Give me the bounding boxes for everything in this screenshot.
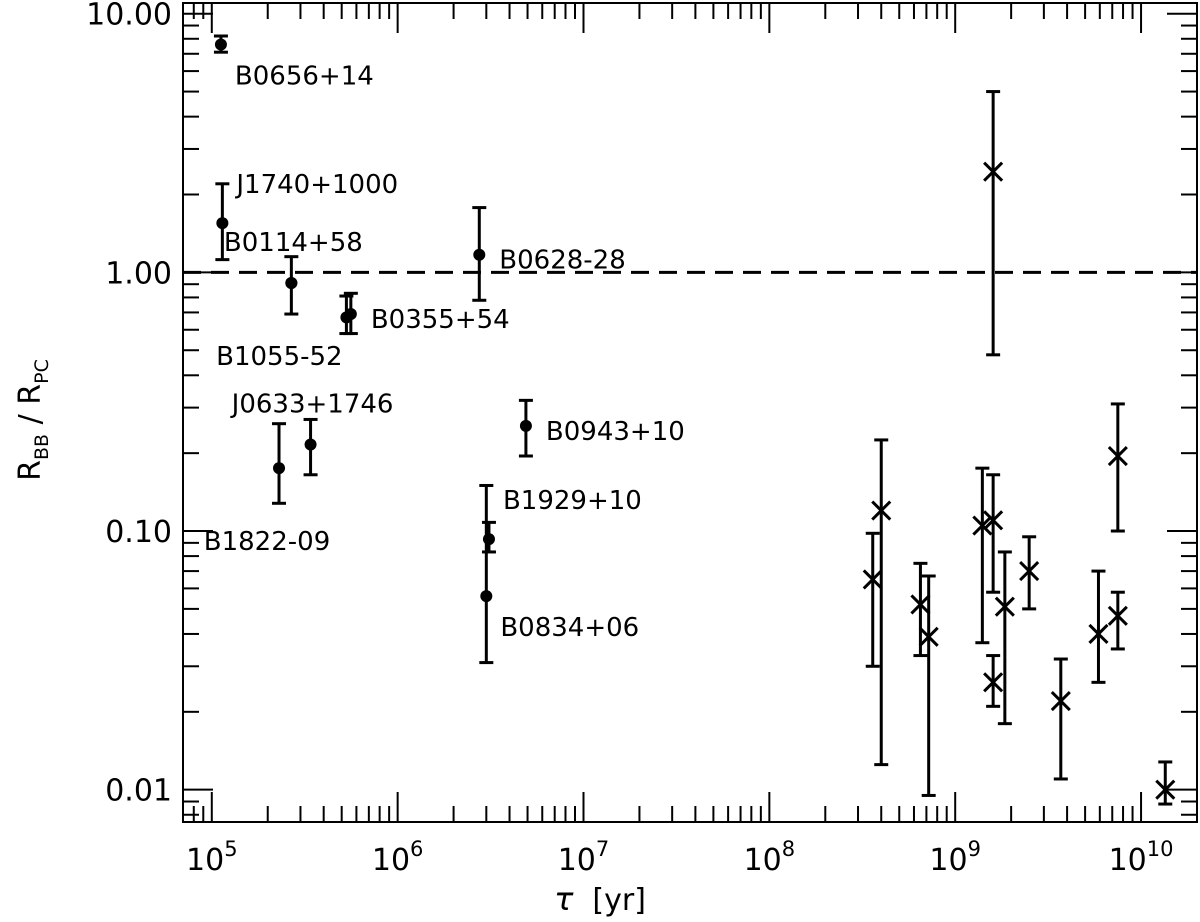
cross-stroke bbox=[1019, 561, 1040, 582]
x-tick-base: 10 bbox=[558, 843, 596, 878]
major-ticks bbox=[183, 3, 1197, 822]
minor-ticks bbox=[182, 3, 1198, 822]
cross-stroke bbox=[862, 569, 883, 590]
error-bars bbox=[213, 34, 1173, 806]
x-tick-label: 109 bbox=[929, 837, 981, 878]
data-point-dot bbox=[304, 438, 317, 451]
data-point-cross bbox=[1050, 691, 1071, 712]
x-tick-base: 10 bbox=[186, 843, 224, 878]
point-label: B1055-52 bbox=[216, 342, 342, 372]
x-tick-label: 105 bbox=[186, 837, 238, 878]
y-axis-r1: R bbox=[13, 460, 48, 481]
data-point-cross bbox=[1107, 445, 1128, 467]
x-tick-base: 10 bbox=[929, 843, 967, 878]
data-point-cross bbox=[983, 510, 1004, 531]
x-tick-exponent: 7 bbox=[596, 837, 609, 861]
x-tick-exponent: 8 bbox=[782, 837, 795, 861]
point-label: J1740+1000 bbox=[234, 170, 398, 200]
x-axis-unit: [yr] bbox=[592, 883, 646, 918]
y-tick-label: 0.10 bbox=[105, 515, 172, 550]
cross-stroke bbox=[1107, 445, 1128, 467]
data-point-dot bbox=[482, 533, 495, 546]
data-point-cross bbox=[1019, 561, 1040, 582]
data-point-dot bbox=[216, 217, 229, 230]
point-label: B0943+10 bbox=[546, 417, 685, 447]
x-tick-base: 10 bbox=[1109, 843, 1147, 878]
cross-stroke bbox=[918, 626, 939, 647]
point-label: J0633+1746 bbox=[230, 390, 394, 420]
data-point-cross bbox=[983, 672, 1004, 693]
data-point-dot bbox=[273, 462, 286, 475]
cross-stroke bbox=[871, 500, 892, 521]
point-label: B0114+58 bbox=[224, 228, 363, 258]
data-point-dot bbox=[285, 276, 298, 289]
data-point-cross bbox=[910, 594, 931, 615]
x-tick-label: 106 bbox=[372, 837, 424, 878]
y-axis-sub2: PC bbox=[31, 359, 53, 384]
y-axis-sep: / bbox=[13, 405, 48, 434]
plot-frame bbox=[182, 2, 1198, 823]
data-point-dot bbox=[344, 308, 357, 321]
x-tick-exponent: 5 bbox=[224, 837, 237, 861]
x-tick-base: 10 bbox=[744, 843, 782, 878]
x-tick-label: 1010 bbox=[1109, 837, 1174, 878]
data-point-cross bbox=[862, 569, 883, 590]
data-point-dot bbox=[473, 248, 486, 261]
x-tick-exponent: 9 bbox=[968, 837, 981, 861]
cross-stroke bbox=[910, 594, 931, 615]
data-point-cross bbox=[1155, 779, 1176, 800]
data-point-cross bbox=[1107, 605, 1128, 626]
data-markers bbox=[214, 38, 1176, 800]
x-tick-base: 10 bbox=[372, 843, 410, 878]
cross-stroke bbox=[983, 510, 1004, 531]
x-axis-symbol: τ bbox=[554, 880, 574, 918]
y-tick-label: 1.00 bbox=[105, 256, 172, 291]
data-point-cross bbox=[994, 596, 1015, 617]
data-point-cross bbox=[972, 515, 993, 536]
cross-stroke bbox=[983, 672, 1004, 693]
cross-stroke bbox=[1107, 605, 1128, 626]
point-label: B0355+54 bbox=[371, 305, 510, 335]
data-point-cross bbox=[1088, 623, 1109, 645]
y-axis-title: RBB / RPC bbox=[13, 359, 53, 481]
data-point-cross bbox=[918, 626, 939, 647]
x-tick-label: 108 bbox=[744, 837, 796, 878]
data-point-dot bbox=[480, 590, 493, 603]
x-tick-label: 107 bbox=[558, 837, 610, 878]
y-axis-sub1: BB bbox=[31, 434, 53, 460]
data-point-cross bbox=[871, 500, 892, 521]
x-axis-title: τ [yr] bbox=[554, 880, 646, 918]
x-tick-exponent: 10 bbox=[1147, 837, 1174, 861]
cross-stroke bbox=[1050, 691, 1071, 712]
cross-stroke bbox=[972, 515, 993, 536]
point-label: B0628-28 bbox=[499, 246, 625, 276]
y-tick-label: 0.01 bbox=[105, 774, 172, 809]
data-point-dot bbox=[519, 419, 532, 432]
point-label: B0656+14 bbox=[235, 62, 374, 92]
cross-stroke bbox=[983, 161, 1004, 182]
point-label: B0834+06 bbox=[500, 613, 639, 643]
y-axis-r2: R bbox=[13, 384, 48, 405]
cross-stroke bbox=[1088, 623, 1109, 645]
point-label: B1822-09 bbox=[204, 527, 330, 557]
point-labels: B0656+14 J1740+1000 B0114+58 B1055-52 B0355+… bbox=[204, 62, 685, 644]
data-point-dot bbox=[214, 38, 227, 51]
y-tick-label: 10.00 bbox=[86, 0, 172, 33]
data-point-cross bbox=[983, 161, 1004, 182]
x-tick-exponent: 6 bbox=[410, 837, 423, 861]
cross-stroke bbox=[994, 596, 1015, 617]
point-label: B1929+10 bbox=[503, 486, 642, 516]
cross-stroke bbox=[1155, 779, 1176, 800]
